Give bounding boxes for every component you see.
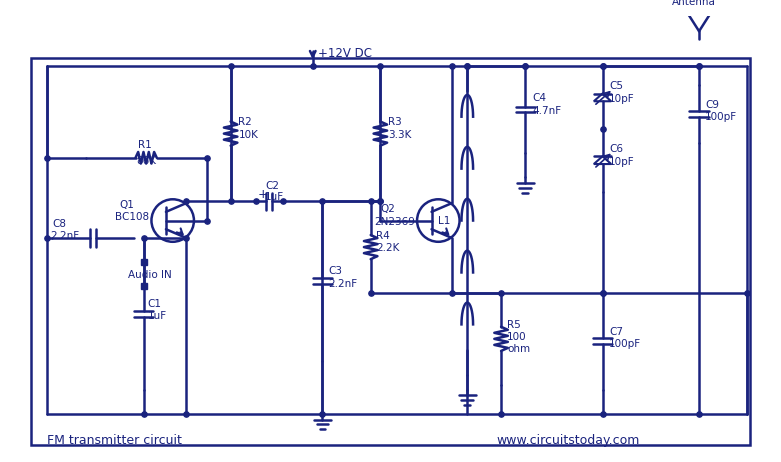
Text: 2.2nF: 2.2nF bbox=[328, 279, 358, 289]
Text: 10pF: 10pF bbox=[609, 157, 635, 167]
Text: 100: 100 bbox=[507, 332, 526, 342]
Text: 1uF: 1uF bbox=[148, 310, 166, 321]
Text: 10K: 10K bbox=[238, 129, 259, 140]
Text: Q2: Q2 bbox=[380, 204, 395, 214]
Text: 100pF: 100pF bbox=[609, 339, 641, 349]
Text: +12V DC: +12V DC bbox=[318, 47, 372, 60]
Text: ohm: ohm bbox=[507, 344, 530, 353]
Text: L1: L1 bbox=[438, 216, 451, 225]
Text: 2.2K: 2.2K bbox=[376, 243, 400, 253]
Text: R5: R5 bbox=[507, 320, 521, 330]
Text: 1uF: 1uF bbox=[265, 192, 284, 202]
Text: Audio IN: Audio IN bbox=[128, 270, 172, 280]
Text: C5: C5 bbox=[609, 81, 623, 91]
Text: C8: C8 bbox=[52, 219, 66, 230]
Text: C1: C1 bbox=[148, 299, 162, 309]
Text: 2N2369: 2N2369 bbox=[375, 218, 415, 227]
Text: R1: R1 bbox=[138, 140, 152, 150]
Text: 100pF: 100pF bbox=[705, 112, 737, 122]
Text: www.circuitstoday.com: www.circuitstoday.com bbox=[496, 434, 640, 447]
Text: C4: C4 bbox=[532, 93, 546, 103]
Text: Antenna: Antenna bbox=[672, 0, 716, 7]
Text: C3: C3 bbox=[328, 266, 342, 276]
Text: C6: C6 bbox=[609, 144, 623, 153]
Text: BC108: BC108 bbox=[115, 212, 149, 222]
Text: R3: R3 bbox=[388, 117, 402, 127]
Text: C9: C9 bbox=[705, 100, 719, 109]
Text: C2: C2 bbox=[266, 181, 280, 191]
Text: 3.3K: 3.3K bbox=[388, 129, 412, 140]
Text: R2: R2 bbox=[238, 117, 252, 127]
Text: 10pF: 10pF bbox=[609, 94, 635, 104]
Text: Q1: Q1 bbox=[119, 200, 134, 210]
Text: 2.2nF: 2.2nF bbox=[50, 231, 79, 241]
Text: +: + bbox=[258, 188, 269, 201]
Text: 86K: 86K bbox=[137, 156, 156, 166]
Text: C7: C7 bbox=[609, 327, 623, 337]
Text: FM transmitter circuit: FM transmitter circuit bbox=[47, 434, 182, 447]
Text: 4.7nF: 4.7nF bbox=[532, 106, 561, 116]
Text: R4: R4 bbox=[376, 231, 390, 241]
